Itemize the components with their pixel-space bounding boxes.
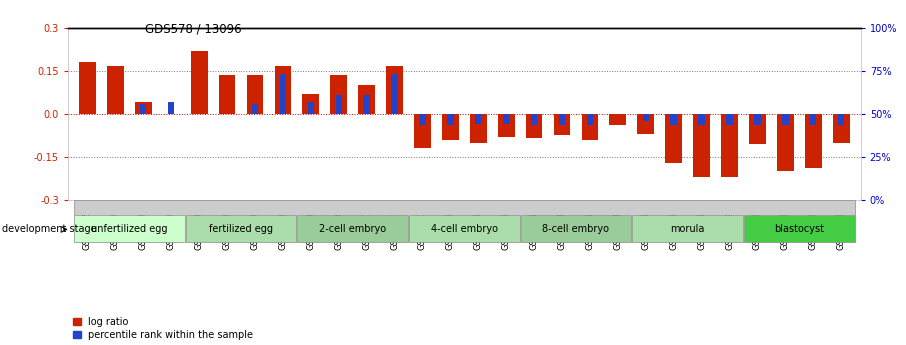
Bar [810, 114, 816, 125]
FancyBboxPatch shape [186, 215, 296, 242]
Text: morula: morula [670, 224, 705, 234]
Bar [303, 94, 319, 114]
Bar [470, 114, 487, 142]
Bar [554, 114, 571, 136]
Bar [497, 114, 515, 137]
Bar [721, 114, 737, 177]
Bar [610, 114, 626, 125]
Bar [168, 102, 175, 114]
Bar [754, 114, 761, 125]
Bar [135, 102, 151, 114]
FancyBboxPatch shape [521, 215, 631, 242]
Bar [642, 114, 649, 121]
Bar [638, 114, 654, 134]
Bar [749, 114, 766, 144]
FancyBboxPatch shape [74, 200, 854, 215]
Bar [107, 66, 124, 114]
FancyBboxPatch shape [744, 215, 854, 242]
Bar [246, 75, 264, 114]
Bar [587, 114, 593, 125]
Bar [275, 66, 291, 114]
Text: 4-cell embryo: 4-cell embryo [431, 224, 497, 234]
Bar [391, 73, 398, 114]
Bar [414, 114, 431, 148]
FancyBboxPatch shape [632, 215, 743, 242]
Bar [805, 114, 822, 168]
Text: fertilized egg: fertilized egg [209, 224, 273, 234]
FancyBboxPatch shape [297, 215, 408, 242]
Text: GDS578 / 13096: GDS578 / 13096 [145, 22, 242, 36]
Bar [386, 66, 403, 114]
Text: 2-cell embryo: 2-cell embryo [319, 224, 386, 234]
Legend: log ratio, percentile rank within the sample: log ratio, percentile rank within the sa… [72, 317, 254, 340]
Bar [525, 114, 543, 138]
Text: development stage: development stage [2, 225, 96, 234]
Text: blastocyst: blastocyst [775, 224, 824, 234]
Bar [838, 114, 844, 125]
Bar [442, 114, 458, 140]
Bar [777, 114, 794, 171]
FancyBboxPatch shape [409, 215, 520, 242]
Bar [475, 114, 481, 124]
Bar [218, 75, 236, 114]
Bar [833, 114, 850, 142]
Bar [503, 114, 509, 124]
FancyBboxPatch shape [74, 215, 185, 242]
Text: 8-cell embryo: 8-cell embryo [543, 224, 610, 234]
Bar [335, 95, 342, 114]
Bar [331, 75, 347, 114]
Bar [363, 95, 370, 114]
Bar [191, 51, 207, 114]
Bar [782, 114, 788, 125]
Bar [252, 104, 258, 114]
Bar [448, 114, 454, 125]
Bar [280, 73, 286, 114]
Bar [727, 114, 733, 125]
Bar [559, 114, 565, 125]
Bar [699, 114, 705, 125]
Bar [582, 114, 598, 140]
Bar [670, 114, 677, 125]
Bar [358, 85, 375, 114]
Bar [665, 114, 682, 163]
Bar [79, 62, 96, 114]
Bar [308, 102, 314, 114]
Bar [693, 114, 710, 177]
Bar [140, 104, 147, 114]
Bar [531, 114, 537, 125]
Text: unfertilized egg: unfertilized egg [92, 224, 168, 234]
Bar [419, 114, 426, 125]
